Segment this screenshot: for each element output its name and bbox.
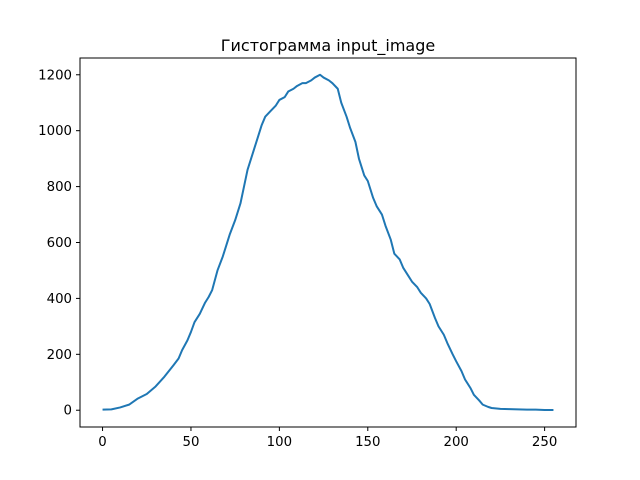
y-tick-label: 200 <box>47 348 72 363</box>
x-tick-label: 0 <box>98 435 106 450</box>
x-tick-label: 50 <box>182 435 199 450</box>
axes: 0 50 100 150 200 250 0 200 400 600 800 1000 1200 <box>38 57 577 450</box>
series-line-0 <box>102 73 554 411</box>
y-tick-label: 1000 <box>38 124 72 139</box>
y-tick-label: 1200 <box>38 68 72 83</box>
y-tick-label: 400 <box>47 292 72 307</box>
y-tick-label: 0 <box>64 404 72 419</box>
plot-frame <box>79 57 577 428</box>
x-tick-label: 150 <box>355 435 380 450</box>
plot-area <box>102 73 554 411</box>
y-tick-label: 800 <box>47 180 72 195</box>
x-tick-label: 250 <box>532 435 557 450</box>
x-tick-label: 200 <box>444 435 469 450</box>
chart-title: Гистограмма input_image <box>221 36 435 56</box>
y-tick-label: 600 <box>47 236 72 251</box>
x-tick-label: 100 <box>267 435 292 450</box>
